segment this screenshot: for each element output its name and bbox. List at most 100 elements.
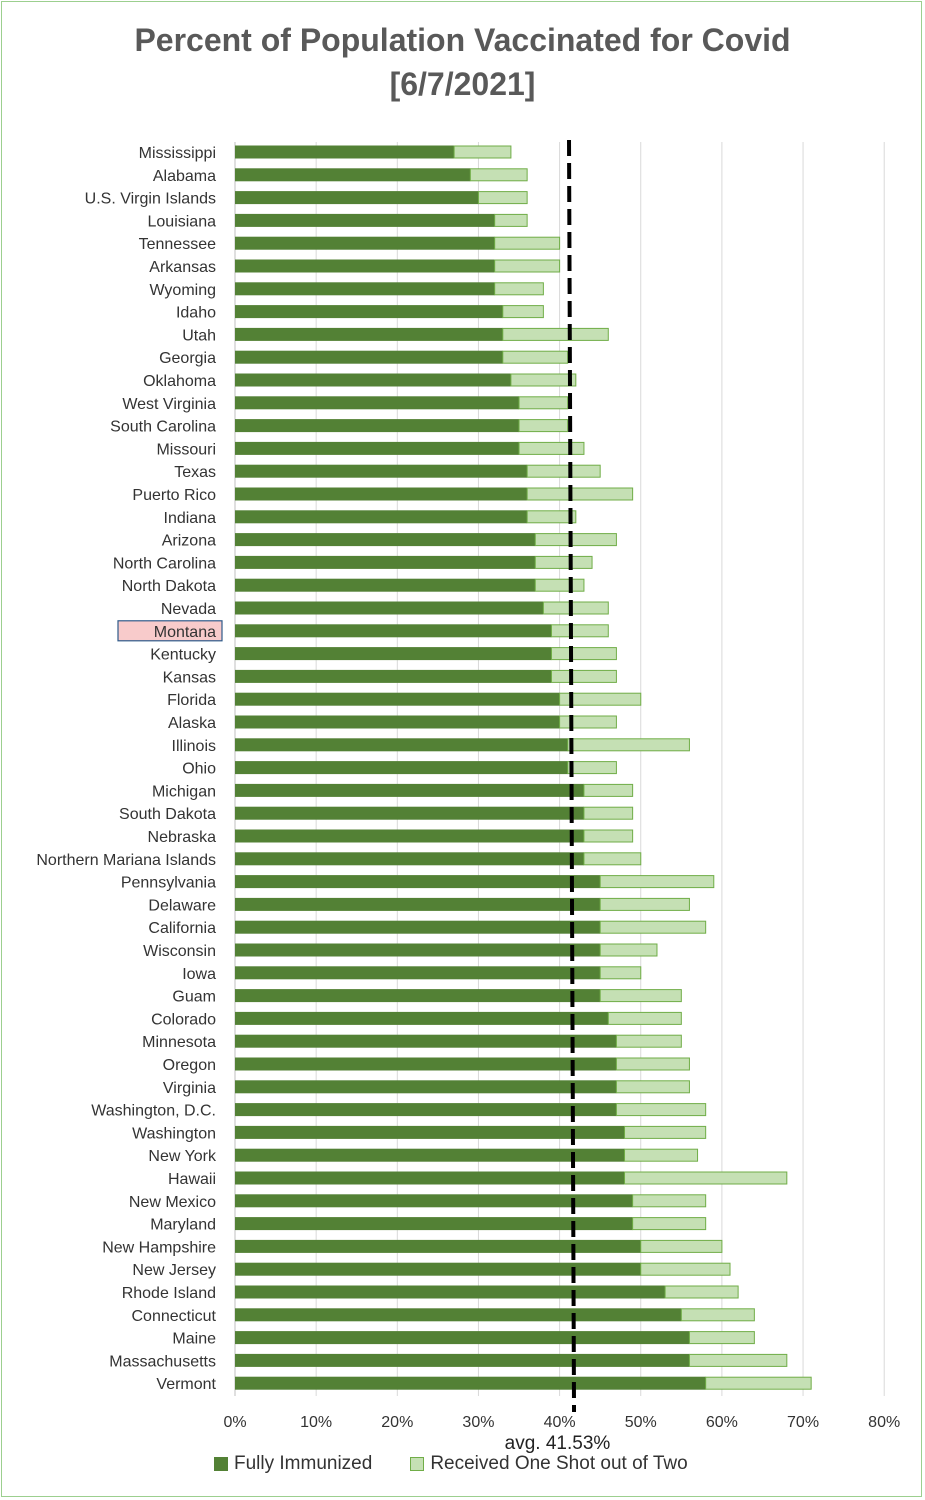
category-label-minnesota: Minnesota xyxy=(142,1034,216,1051)
bar-one-shot-rhode-island xyxy=(664,1285,739,1299)
category-label-utah: Utah xyxy=(182,327,216,344)
bar-fully-immunized-alabama xyxy=(235,168,471,182)
bar-one-shot-north-carolina xyxy=(534,555,593,569)
bar-one-shot-south-dakota xyxy=(583,806,634,820)
bar-one-shot-maine xyxy=(688,1331,755,1345)
bar-one-shot-delaware xyxy=(599,897,690,911)
category-label-nebraska: Nebraska xyxy=(148,829,217,846)
category-label-kentucky: Kentucky xyxy=(150,647,216,664)
bar-fully-immunized-pennsylvania xyxy=(235,875,601,889)
bar-one-shot-south-carolina xyxy=(518,419,569,433)
category-label-california: California xyxy=(148,920,216,937)
category-label-oklahoma: Oklahoma xyxy=(143,373,216,390)
bar-one-shot-kentucky xyxy=(550,647,617,661)
bar-one-shot-missouri xyxy=(518,441,585,455)
category-label-texas: Texas xyxy=(174,464,216,481)
bar-one-shot-mississippi xyxy=(453,145,512,159)
bar-fully-immunized-utah xyxy=(235,327,503,341)
x-tick-label-50: 50% xyxy=(625,1414,657,1431)
bar-fully-immunized-northern-mariana-islands xyxy=(235,852,584,866)
bar-one-shot-utah xyxy=(502,327,609,341)
bar-one-shot-arizona xyxy=(534,533,617,547)
bar-fully-immunized-mississippi xyxy=(235,145,455,159)
category-label-massachusetts: Massachusetts xyxy=(109,1353,216,1370)
bar-fully-immunized-iowa xyxy=(235,966,601,980)
bar-one-shot-maryland xyxy=(632,1217,707,1231)
bar-fully-immunized-kansas xyxy=(235,669,552,683)
category-label-indiana: Indiana xyxy=(164,510,217,527)
x-tick-label-40: 40% xyxy=(544,1414,576,1431)
category-label-north-carolina: North Carolina xyxy=(113,555,216,572)
bar-fully-immunized-south-dakota xyxy=(235,806,584,820)
category-label-rhode-island: Rhode Island xyxy=(122,1285,216,1302)
category-label-kansas: Kansas xyxy=(163,669,216,686)
legend-label-fully-immunized: Fully Immunized xyxy=(234,1453,373,1474)
bar-one-shot-north-dakota xyxy=(534,578,585,592)
bar-one-shot-oklahoma xyxy=(510,373,577,387)
bar-fully-immunized-washington xyxy=(235,1125,625,1139)
x-tick-label-80: 80% xyxy=(868,1414,900,1431)
chart-title: Percent of Population Vaccinated for Cov… xyxy=(0,18,925,106)
legend-item-fully-immunized: Fully Immunized xyxy=(214,1453,372,1475)
category-label-missouri: Missouri xyxy=(156,441,216,458)
x-tick-label-0: 0% xyxy=(223,1414,246,1431)
bar-one-shot-northern-mariana-islands xyxy=(583,852,642,866)
highlight-box-montana xyxy=(117,620,223,642)
category-label-oregon: Oregon xyxy=(163,1057,216,1074)
bar-fully-immunized-new-mexico xyxy=(235,1194,633,1208)
bar-one-shot-indiana xyxy=(526,510,577,524)
bar-one-shot-puerto-rico xyxy=(526,487,634,501)
legend-item-one-shot: Received One Shot out of Two xyxy=(410,1453,688,1475)
bar-one-shot-nevada xyxy=(542,601,609,615)
category-label-mississippi: Mississippi xyxy=(139,145,216,162)
bar-one-shot-florida xyxy=(559,692,642,706)
category-label-alabama: Alabama xyxy=(153,168,216,185)
bar-fully-immunized-indiana xyxy=(235,510,528,524)
bar-one-shot-montana xyxy=(550,624,609,638)
bar-fully-immunized-u-s-virgin-islands xyxy=(235,191,479,205)
bar-fully-immunized-texas xyxy=(235,464,528,478)
bar-one-shot-pennsylvania xyxy=(599,875,715,889)
bar-fully-immunized-florida xyxy=(235,692,560,706)
category-label-south-carolina: South Carolina xyxy=(110,419,216,436)
category-label-northern-mariana-islands: Northern Mariana Islands xyxy=(36,852,216,869)
bar-fully-immunized-california xyxy=(235,920,601,934)
bar-fully-immunized-arkansas xyxy=(235,259,495,273)
bar-one-shot-massachusetts xyxy=(688,1353,788,1367)
bar-one-shot-kansas xyxy=(550,669,617,683)
average-label: avg. 41.53% xyxy=(504,1433,611,1454)
bar-one-shot-georgia xyxy=(502,350,569,364)
bar-fully-immunized-guam xyxy=(235,989,601,1003)
chart-title-line-1: Percent of Population Vaccinated for Cov… xyxy=(134,22,791,58)
legend-label-one-shot: Received One Shot out of Two xyxy=(430,1453,688,1474)
category-label-vermont: Vermont xyxy=(156,1376,216,1393)
x-tick-label-60: 60% xyxy=(706,1414,738,1431)
category-label-louisiana: Louisiana xyxy=(148,213,217,230)
bar-one-shot-guam xyxy=(599,989,682,1003)
category-label-maine: Maine xyxy=(172,1331,216,1348)
bar-fully-immunized-hawaii xyxy=(235,1171,625,1185)
category-label-arkansas: Arkansas xyxy=(149,259,216,276)
bar-fully-immunized-virginia xyxy=(235,1080,617,1094)
bar-fully-immunized-colorado xyxy=(235,1011,609,1025)
bar-fully-immunized-missouri xyxy=(235,441,520,455)
category-label-north-dakota: North Dakota xyxy=(122,578,216,595)
category-label-west-virginia: West Virginia xyxy=(122,396,216,413)
category-label-wyoming: Wyoming xyxy=(149,282,216,299)
bar-fully-immunized-georgia xyxy=(235,350,503,364)
bar-fully-immunized-tennessee xyxy=(235,236,495,250)
category-label-arizona: Arizona xyxy=(162,533,216,550)
category-label-guam: Guam xyxy=(172,989,216,1006)
category-label-ohio: Ohio xyxy=(182,761,216,778)
bar-fully-immunized-nebraska xyxy=(235,829,584,843)
bar-one-shot-minnesota xyxy=(615,1034,682,1048)
bar-one-shot-new-mexico xyxy=(632,1194,707,1208)
category-label-washington: Washington xyxy=(132,1125,216,1142)
bar-fully-immunized-delaware xyxy=(235,897,601,911)
bar-one-shot-new-hampshire xyxy=(640,1239,723,1253)
bar-one-shot-tennessee xyxy=(494,236,561,250)
bar-fully-immunized-minnesota xyxy=(235,1034,617,1048)
bar-fully-immunized-washington-d-c xyxy=(235,1103,617,1117)
bar-fully-immunized-connecticut xyxy=(235,1308,682,1322)
bar-fully-immunized-oklahoma xyxy=(235,373,511,387)
